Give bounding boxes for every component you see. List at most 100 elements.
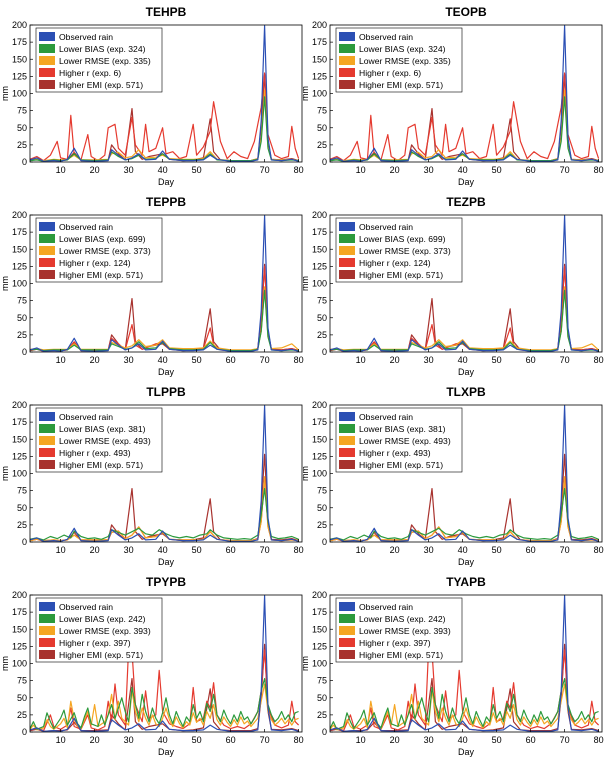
x-tick-label: 20 <box>390 165 400 175</box>
series-line <box>30 25 299 162</box>
x-tick-label: 70 <box>560 545 570 555</box>
y-tick-label: 150 <box>12 624 27 634</box>
legend-swatch <box>339 460 355 469</box>
y-tick-label: 100 <box>312 469 327 479</box>
x-axis-label: Day <box>158 177 175 187</box>
y-tick-label: 0 <box>322 727 327 737</box>
legend-swatch <box>339 246 355 255</box>
legend-label: Observed rain <box>359 222 413 232</box>
legend-label: Lower RMSE (exp. 493) <box>59 436 151 446</box>
y-tick-label: 50 <box>317 693 327 703</box>
chart-title: TLPPB <box>146 385 186 399</box>
x-tick-label: 50 <box>492 735 502 745</box>
y-axis-label: mm <box>300 656 310 671</box>
y-tick-label: 125 <box>312 261 327 271</box>
legend-swatch <box>339 32 355 41</box>
y-tick-label: 125 <box>12 71 27 81</box>
legend-label: Lower RMSE (exp. 373) <box>59 246 151 256</box>
y-tick-label: 75 <box>317 106 327 116</box>
legend-label: Observed rain <box>359 602 413 612</box>
series-line <box>330 595 599 732</box>
y-tick-label: 50 <box>17 123 27 133</box>
series-line <box>330 25 599 162</box>
legend-swatch <box>39 222 55 231</box>
x-tick-label: 10 <box>356 735 366 745</box>
series-line <box>30 595 299 732</box>
legend-label: Higher EMI (exp. 571) <box>359 460 443 470</box>
x-tick-label: 30 <box>124 165 134 175</box>
y-axis-label: mm <box>0 466 10 481</box>
legend-label: Lower BIAS (exp. 324) <box>359 44 446 54</box>
chart-title: TYAPB <box>446 575 486 589</box>
legend-swatch <box>39 448 55 457</box>
legend-swatch <box>339 56 355 65</box>
chart-panel: TEOPB 0 25 50 75 100 125 150 175 200 10 20 30 40 50 60 7… <box>300 5 604 187</box>
legend-swatch <box>39 234 55 243</box>
x-tick-label: 60 <box>526 735 536 745</box>
y-tick-label: 125 <box>12 641 27 651</box>
legend-swatch <box>39 424 55 433</box>
y-tick-label: 200 <box>312 590 327 600</box>
x-tick-label: 30 <box>124 355 134 365</box>
legend-box <box>35 597 163 663</box>
legend-label: Observed rain <box>359 32 413 42</box>
legend-swatch <box>39 270 55 279</box>
series-line <box>30 405 299 542</box>
y-tick-label: 200 <box>312 400 327 410</box>
y-tick-label: 75 <box>17 486 27 496</box>
y-tick-label: 75 <box>317 296 327 306</box>
x-tick-label: 40 <box>158 165 168 175</box>
y-axis-label: mm <box>0 276 10 291</box>
x-axis-label: Day <box>158 747 175 757</box>
legend-label: Higher r (exp. 397) <box>59 638 131 648</box>
legend-label: Higher r (exp. 124) <box>359 258 431 268</box>
y-tick-label: 175 <box>12 417 27 427</box>
x-tick-label: 50 <box>192 165 202 175</box>
y-axis-label: mm <box>300 466 310 481</box>
series-line <box>330 96 599 162</box>
legend-swatch <box>339 638 355 647</box>
legend-label: Lower BIAS (exp. 699) <box>359 234 446 244</box>
x-tick-label: 30 <box>424 355 434 365</box>
y-tick-label: 75 <box>17 106 27 116</box>
legend-box <box>35 217 163 283</box>
legend-label: Higher EMI (exp. 571) <box>359 80 443 90</box>
y-tick-label: 125 <box>312 641 327 651</box>
x-axis-label: Day <box>158 367 175 377</box>
x-tick-label: 20 <box>90 545 100 555</box>
y-tick-label: 100 <box>312 279 327 289</box>
y-tick-label: 50 <box>317 503 327 513</box>
legend-swatch <box>339 436 355 445</box>
x-tick-label: 80 <box>594 165 604 175</box>
legend-label: Observed rain <box>359 412 413 422</box>
y-tick-label: 125 <box>312 71 327 81</box>
legend-swatch <box>39 32 55 41</box>
y-tick-label: 0 <box>22 157 27 167</box>
x-tick-label: 30 <box>424 735 434 745</box>
y-tick-label: 50 <box>17 313 27 323</box>
y-tick-label: 0 <box>22 537 27 547</box>
x-tick-label: 50 <box>492 165 502 175</box>
x-tick-label: 70 <box>260 545 270 555</box>
x-tick-label: 20 <box>90 735 100 745</box>
legend-label: Higher EMI (exp. 571) <box>59 270 143 280</box>
series-line <box>30 215 299 352</box>
x-tick-label: 50 <box>192 735 202 745</box>
chart-panel: TYAPB 0 25 50 75 100 125 150 175 200 10 20 30 40 50 60 7… <box>300 575 604 757</box>
legend-swatch <box>39 412 55 421</box>
y-tick-label: 75 <box>17 296 27 306</box>
legend-box <box>335 27 463 93</box>
series-line <box>330 488 599 541</box>
chart-title: TEPPB <box>146 195 186 209</box>
legend-swatch <box>39 68 55 77</box>
legend-swatch <box>339 602 355 611</box>
y-tick-label: 150 <box>12 54 27 64</box>
chart-title: TEOPB <box>445 5 487 19</box>
x-tick-label: 40 <box>158 355 168 365</box>
legend-swatch <box>39 258 55 267</box>
y-tick-label: 150 <box>312 244 327 254</box>
y-tick-label: 75 <box>317 486 327 496</box>
y-tick-label: 0 <box>322 537 327 547</box>
x-tick-label: 40 <box>458 355 468 365</box>
legend-swatch <box>39 638 55 647</box>
